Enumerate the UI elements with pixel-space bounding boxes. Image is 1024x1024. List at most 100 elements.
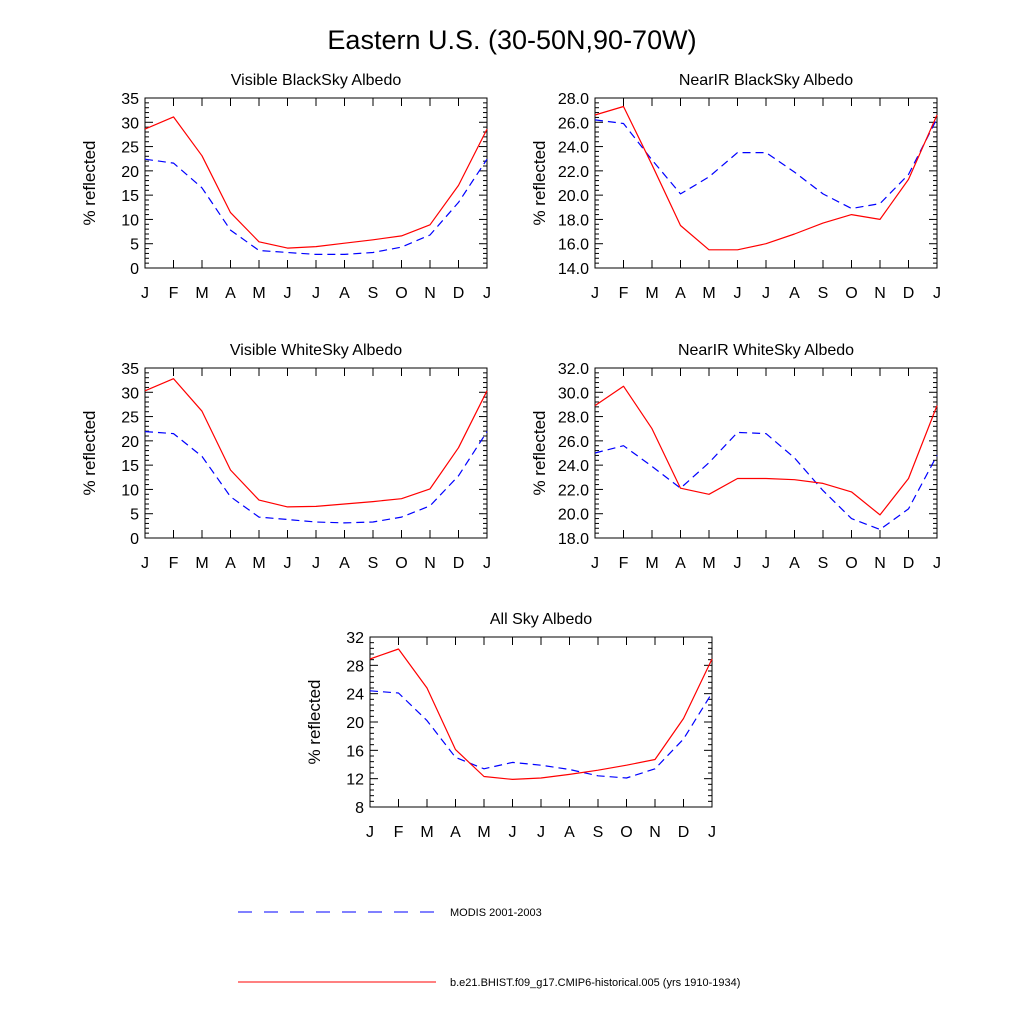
x-tick-label: M	[645, 555, 658, 572]
chart-title: All Sky Albedo	[490, 611, 592, 628]
plot-frame	[144, 367, 488, 539]
y-tick-label: 5	[130, 507, 139, 524]
y-tick-label: 0	[130, 261, 139, 278]
x-tick-label: J	[483, 555, 491, 572]
y-tick-label: 20.0	[558, 507, 589, 524]
x-tick-label: M	[702, 285, 715, 302]
y-tick-label: 14.0	[558, 261, 589, 278]
x-tick-label: N	[424, 555, 436, 572]
y-tick-label: 18.0	[558, 212, 589, 229]
y-axis-label: % reflected	[530, 410, 549, 495]
y-tick-label: 12	[346, 772, 364, 789]
y-tick-label: 18.0	[558, 531, 589, 548]
x-tick-label: D	[903, 555, 915, 572]
x-tick-label: J	[483, 285, 491, 302]
x-tick-label: S	[368, 285, 379, 302]
x-tick-label: M	[252, 285, 265, 302]
y-tick-label: 32	[346, 630, 364, 647]
x-tick-label: J	[509, 824, 517, 841]
model-series-line	[594, 385, 938, 516]
y-tick-label: 26.0	[558, 115, 589, 132]
y-tick-label: 15	[121, 458, 139, 475]
x-tick-label: A	[675, 285, 686, 302]
y-tick-label: 28	[346, 658, 364, 675]
model-series-line	[144, 116, 488, 249]
x-tick-label: M	[645, 285, 658, 302]
x-tick-label: O	[395, 285, 407, 302]
x-tick-label: A	[339, 555, 350, 572]
y-tick-label: 16	[346, 743, 364, 760]
plot-frame	[594, 367, 938, 539]
y-tick-label: 20	[121, 434, 139, 451]
x-tick-label: F	[619, 285, 629, 302]
y-tick-label: 30	[121, 385, 139, 402]
legend: MODIS 2001-2003 b.e21.BHIST.f09_g17.CMIP6…	[238, 907, 740, 989]
y-tick-label: 24.0	[558, 458, 589, 475]
legend-label: MODIS 2001-2003	[450, 907, 542, 919]
x-tick-label: O	[620, 824, 632, 841]
modis-series-line	[144, 158, 488, 255]
x-tick-label: O	[845, 555, 857, 572]
x-tick-label: A	[339, 285, 350, 302]
x-tick-label: F	[169, 555, 179, 572]
x-tick-label: N	[424, 285, 436, 302]
chart-title: NearIR BlackSky Albedo	[679, 72, 853, 89]
x-tick-label: J	[734, 285, 742, 302]
y-axis-label: % reflected	[80, 410, 99, 495]
x-tick-label: J	[734, 555, 742, 572]
y-tick-label: 25	[121, 140, 139, 157]
x-tick-label: A	[789, 285, 800, 302]
x-tick-label: D	[678, 824, 690, 841]
y-tick-label: 32.0	[558, 361, 589, 378]
modis-series-line	[144, 431, 488, 524]
modis-series-line	[369, 690, 713, 779]
x-tick-label: D	[903, 285, 915, 302]
chart-title: NearIR WhiteSky Albedo	[678, 342, 854, 359]
model-series-line	[369, 648, 713, 781]
y-tick-label: 20.0	[558, 188, 589, 205]
x-tick-label: J	[284, 555, 292, 572]
y-tick-label: 28.0	[558, 410, 589, 427]
y-tick-label: 5	[130, 237, 139, 254]
y-tick-label: 22.0	[558, 482, 589, 499]
x-tick-label: J	[708, 824, 716, 841]
y-axis-label: % reflected	[80, 140, 99, 225]
x-tick-label: M	[702, 555, 715, 572]
x-tick-label: A	[789, 555, 800, 572]
x-tick-label: N	[649, 824, 661, 841]
x-tick-label: A	[450, 824, 461, 841]
x-tick-label: A	[564, 824, 575, 841]
x-tick-label: M	[477, 824, 490, 841]
chart-title: Visible BlackSky Albedo	[231, 72, 402, 89]
x-tick-label: J	[366, 824, 374, 841]
x-tick-label: J	[284, 285, 292, 302]
x-tick-label: J	[141, 555, 149, 572]
x-tick-label: D	[453, 555, 465, 572]
y-tick-label: 20	[121, 164, 139, 181]
y-tick-label: 24	[346, 687, 364, 704]
y-tick-label: 15	[121, 188, 139, 205]
x-tick-label: J	[537, 824, 545, 841]
x-tick-label: J	[762, 555, 770, 572]
x-tick-label: J	[141, 285, 149, 302]
y-tick-label: 24.0	[558, 140, 589, 157]
plot-frame	[369, 636, 713, 808]
x-tick-label: S	[368, 555, 379, 572]
x-tick-label: N	[874, 285, 886, 302]
x-tick-label: J	[591, 285, 599, 302]
x-tick-label: A	[225, 555, 236, 572]
x-tick-label: J	[762, 285, 770, 302]
x-tick-label: F	[619, 555, 629, 572]
x-tick-label: J	[933, 555, 941, 572]
x-tick-label: A	[225, 285, 236, 302]
x-tick-label: O	[395, 555, 407, 572]
x-tick-label: M	[252, 555, 265, 572]
x-tick-label: M	[420, 824, 433, 841]
y-tick-label: 35	[121, 361, 139, 378]
y-tick-label: 10	[121, 212, 139, 229]
y-tick-label: 30.0	[558, 385, 589, 402]
